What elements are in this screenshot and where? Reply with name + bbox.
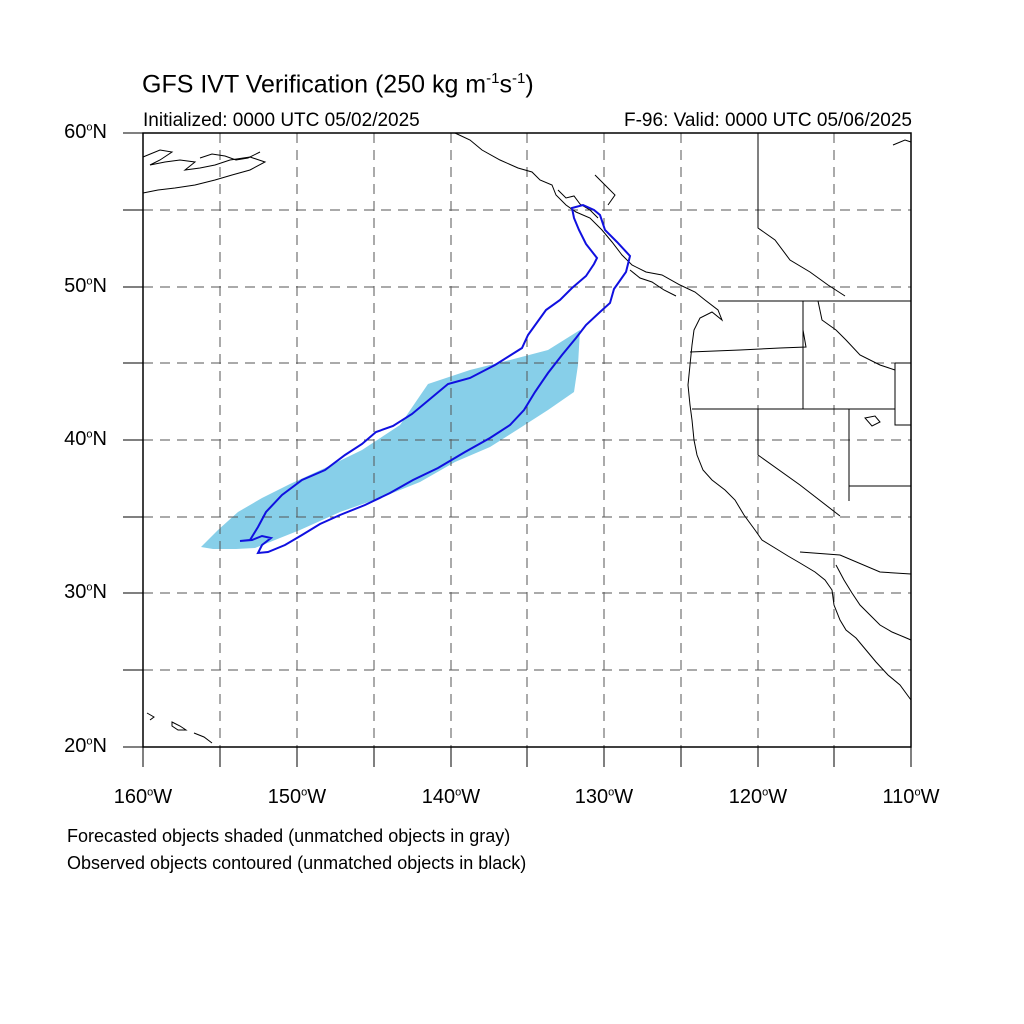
lat-label-30: 30oN [64,581,107,603]
lon-label-140: 140oW [421,786,481,808]
map-title: GFS IVT Verification (250 kg m-1s-1) [142,70,534,99]
lon-label-150: 150oW [267,786,327,808]
observed-ivt-contour [239,203,632,555]
lat-label-40: 40oN [64,428,107,450]
valid-time: F-96: Valid: 0000 UTC 05/06/2025 [624,110,912,131]
forecast-note: Forecasted objects shaded (unmatched obj… [67,826,511,846]
lon-label-160: 160oW [113,786,173,808]
lat-lon-grid [143,133,911,747]
lon-label-130: 130oW [574,786,634,808]
observed-note: Observed objects contoured (unmatched ob… [67,853,527,873]
coastlines [142,132,912,744]
lon-label-110: 110oW [882,786,940,808]
lon-label-120: 120oW [728,786,788,808]
political-borders [689,133,912,575]
lat-label-20: 20oN [64,735,107,757]
lat-label-50: 50oN [64,275,107,297]
initialized-time: Initialized: 0000 UTC 05/02/2025 [143,110,420,131]
lat-label-60: 60oN [64,121,107,143]
axis-ticks [123,132,912,767]
